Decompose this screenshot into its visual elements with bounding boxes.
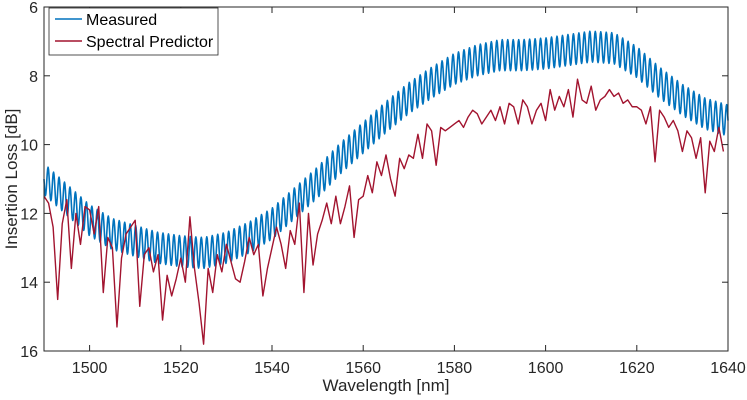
x-tick-label: 1560 bbox=[345, 360, 381, 377]
x-axis: 1500 1520 1540 1560 1580 1600 1620 1640 bbox=[72, 7, 746, 377]
legend: Measured Spectral Predictor bbox=[48, 7, 219, 56]
series-line-measured bbox=[43, 30, 729, 270]
x-tick-label: 1580 bbox=[437, 360, 473, 377]
x-tick-label: 1540 bbox=[254, 360, 290, 377]
y-tick-label: 10 bbox=[20, 138, 38, 155]
x-tick-label: 1640 bbox=[710, 360, 746, 377]
plot-area-background bbox=[44, 7, 728, 351]
x-tick-label: 1500 bbox=[72, 360, 108, 377]
y-axis-label: Insertion Loss [dB] bbox=[2, 109, 21, 250]
x-tick-label: 1620 bbox=[619, 360, 655, 377]
y-tick-label: 16 bbox=[20, 344, 38, 361]
x-axis-label: Wavelength [nm] bbox=[323, 376, 450, 395]
legend-label-spectral-predictor: Spectral Predictor bbox=[86, 34, 214, 51]
plot-area-frame bbox=[43, 6, 729, 352]
series-layer bbox=[43, 30, 729, 345]
y-tick-label: 6 bbox=[29, 0, 38, 17]
y-tick-label: 8 bbox=[29, 69, 38, 86]
x-tick-label: 1600 bbox=[528, 360, 564, 377]
x-tick-label: 1520 bbox=[163, 360, 199, 377]
legend-box bbox=[48, 7, 219, 56]
y-tick-label: 12 bbox=[20, 206, 38, 223]
legend-label-measured: Measured bbox=[86, 12, 157, 29]
series-line-spectral-predictor bbox=[43, 78, 725, 345]
y-tick-label: 14 bbox=[20, 275, 38, 292]
y-axis: 6 8 10 12 14 16 bbox=[20, 0, 728, 361]
